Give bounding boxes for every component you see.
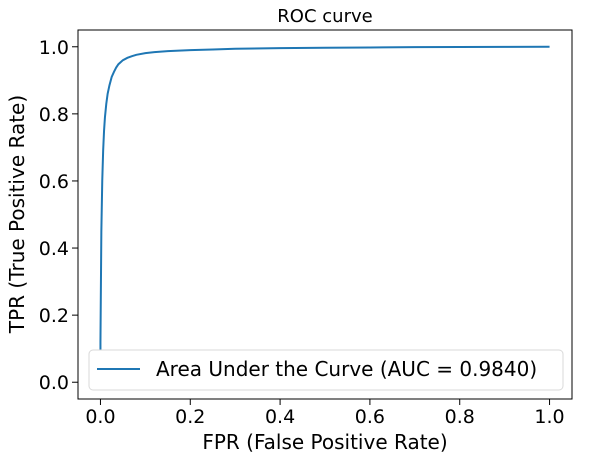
x-axis-label: FPR (False Positive Rate) (202, 430, 447, 453)
y-axis-label: TPR (True Positive Rate) (5, 95, 29, 334)
x-tick-label: 0.0 (85, 406, 115, 428)
y-tick-label: 0.6 (39, 171, 69, 193)
roc-curve-line (99, 45, 550, 383)
x-tick-label: 1.0 (534, 406, 564, 428)
y-tick-label: 0.0 (39, 372, 69, 394)
y-tick-label: 1.0 (39, 37, 69, 59)
y-tick-label: 0.8 (39, 104, 69, 126)
x-tick-label: 0.2 (175, 406, 205, 428)
y-axis: 0.0 0.2 0.4 0.6 0.8 1.0 (39, 37, 78, 394)
legend-box (88, 349, 564, 391)
chart-title: ROC curve (277, 6, 372, 27)
x-tick-label: 0.6 (355, 406, 385, 428)
y-tick-label: 0.4 (39, 238, 69, 260)
x-tick-label: 0.8 (445, 406, 475, 428)
x-axis: 0.0 0.2 0.4 0.6 0.8 1.0 (85, 399, 565, 428)
plot-area (77, 29, 573, 400)
x-tick-label: 0.4 (265, 406, 295, 428)
legend-label: Area Under the Curve (AUC = 0.9840) (156, 357, 537, 381)
legend: Area Under the Curve (AUC = 0.9840) (88, 349, 564, 391)
y-tick-label: 0.2 (39, 305, 69, 327)
